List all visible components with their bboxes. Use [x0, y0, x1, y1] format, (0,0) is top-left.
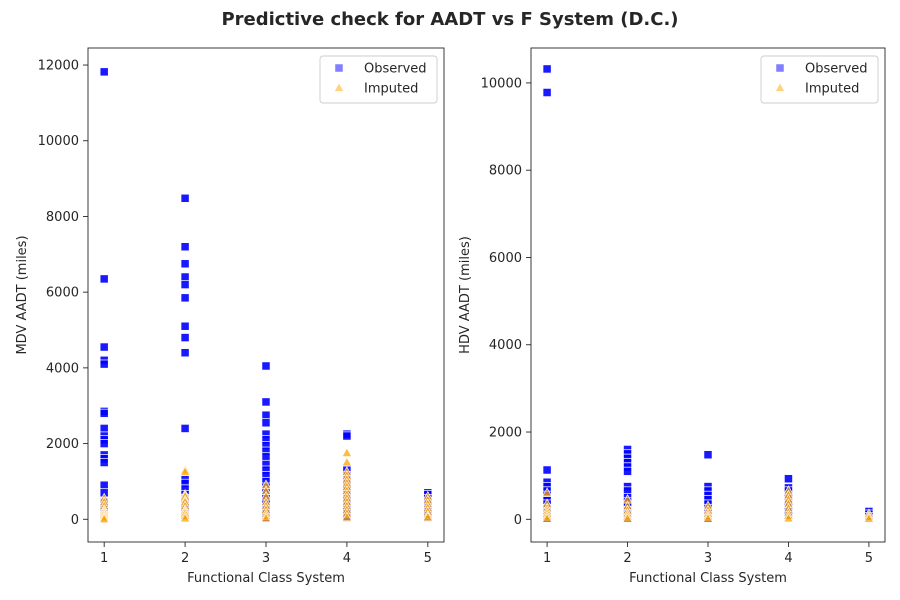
- hdv-y-tick-label: 2000: [489, 426, 522, 441]
- mdv-y-tick-label: 4000: [46, 361, 79, 376]
- hdv-legend-observed-marker: [775, 63, 785, 73]
- mdv-imputed-point: [341, 447, 353, 457]
- mdv-imputed-point: [341, 511, 353, 522]
- hdv-x-tick-label: 1: [543, 551, 551, 566]
- figure-title: Predictive check for AADT vs F System (D…: [221, 9, 679, 30]
- mdv-observed-point: [261, 361, 271, 371]
- mdv-observed-point: [180, 280, 190, 290]
- mdv-observed-point: [180, 348, 190, 358]
- mdv-x-axis-label: Functional Class System: [187, 571, 345, 586]
- mdv-x-tick-label: 2: [181, 551, 189, 566]
- hdv-points: [541, 64, 875, 523]
- mdv-y-tick-label: 10000: [38, 134, 79, 149]
- mdv-observed-point: [99, 408, 109, 418]
- hdv-legend-box: [760, 55, 879, 104]
- hdv-y-tick-label: 10000: [481, 76, 522, 91]
- mdv-observed-point: [180, 333, 190, 343]
- mdv-imputed-point: [422, 511, 434, 522]
- mdv-legend-box: [319, 55, 438, 104]
- mdv-y-tick-label: 6000: [46, 286, 79, 301]
- hdv-y-tick-label: 6000: [489, 251, 522, 266]
- mdv-observed-point: [99, 359, 109, 369]
- mdv-observed-point: [261, 418, 271, 428]
- hdv-observed-point: [784, 474, 793, 484]
- mdv-observed-point: [99, 342, 109, 352]
- mdv-observed-point: [342, 431, 352, 441]
- mdv-observed-point: [99, 458, 109, 467]
- mdv-x-tick-label: 3: [262, 551, 270, 566]
- mdv-x-tick-label: 5: [424, 551, 432, 566]
- hdv-legend-imputed-label: Imputed: [805, 82, 859, 97]
- hdv-x-tick-label: 3: [704, 551, 712, 566]
- mdv-y-tick-label: 12000: [38, 59, 79, 74]
- hdv-imputed-point: [622, 513, 633, 523]
- mdv-x-tick-label: 1: [100, 551, 108, 566]
- mdv-imputed-point: [341, 456, 353, 467]
- hdv-imputed-point: [541, 487, 553, 497]
- hdv-observed-point: [542, 465, 552, 475]
- hdv-imputed-point: [702, 513, 714, 523]
- hdv-legend-imputed-marker: [774, 82, 786, 92]
- mdv-observed-point: [180, 423, 190, 433]
- mdv-legend-imputed-label: Imputed: [364, 82, 418, 97]
- hdv-imputed-point: [863, 513, 875, 523]
- mdv-legend: Observed Imputed: [319, 55, 438, 104]
- hdv-legend: Observed Imputed: [760, 55, 879, 104]
- mdv-legend-imputed-marker: [333, 82, 345, 92]
- hdv-x-tick-label: 4: [784, 551, 792, 566]
- mdv-legend-observed-label: Observed: [364, 62, 427, 77]
- hdv-observed-point: [623, 466, 632, 476]
- hdv-imputed-point: [783, 512, 794, 523]
- mdv-x-tick-label: 4: [343, 551, 351, 566]
- mdv-observed-point: [180, 259, 190, 269]
- hdv-y-tick-label: 4000: [489, 338, 522, 353]
- hdv-observed-point: [542, 64, 552, 74]
- mdv-y-tick-label: 0: [71, 513, 79, 528]
- hdv-observed-point: [542, 88, 552, 97]
- mdv-imputed-point: [260, 512, 272, 523]
- hdv-x-tick-label: 5: [865, 551, 873, 566]
- hdv-y-tick-label: 0: [514, 513, 522, 528]
- hdv-observed-point: [703, 450, 713, 460]
- mdv-observed-point: [180, 242, 190, 252]
- hdv-plot-frame: [530, 47, 886, 543]
- mdv-points: [98, 67, 434, 524]
- mdv-observed-point: [99, 274, 109, 284]
- hdv-legend-observed-label: Observed: [805, 62, 868, 77]
- mdv-imputed-point: [98, 513, 110, 524]
- mdv-y-tick-label: 2000: [46, 437, 79, 452]
- hdv-x-tick-label: 2: [623, 551, 631, 566]
- hdv-y-tick-label: 8000: [489, 164, 522, 179]
- mdv-observed-point: [180, 321, 190, 331]
- mdv-observed-point: [99, 67, 109, 77]
- hdv-imputed-point: [541, 513, 553, 523]
- mdv-observed-point: [261, 397, 271, 407]
- mdv-imputed-point: [179, 466, 191, 476]
- hdv-x-axis-label: Functional Class System: [629, 571, 787, 586]
- hdv-y-axis-label: HDV AADT (miles): [458, 236, 473, 354]
- mdv-observed-point: [99, 439, 109, 449]
- mdv-observed-point: [180, 193, 190, 203]
- mdv-observed-point: [180, 293, 190, 303]
- mdv-legend-observed-marker: [334, 63, 344, 73]
- mdv-y-tick-label: 8000: [46, 210, 79, 225]
- mdv-imputed-point: [179, 512, 191, 523]
- mdv-y-axis-label: MDV AADT (miles): [15, 235, 30, 354]
